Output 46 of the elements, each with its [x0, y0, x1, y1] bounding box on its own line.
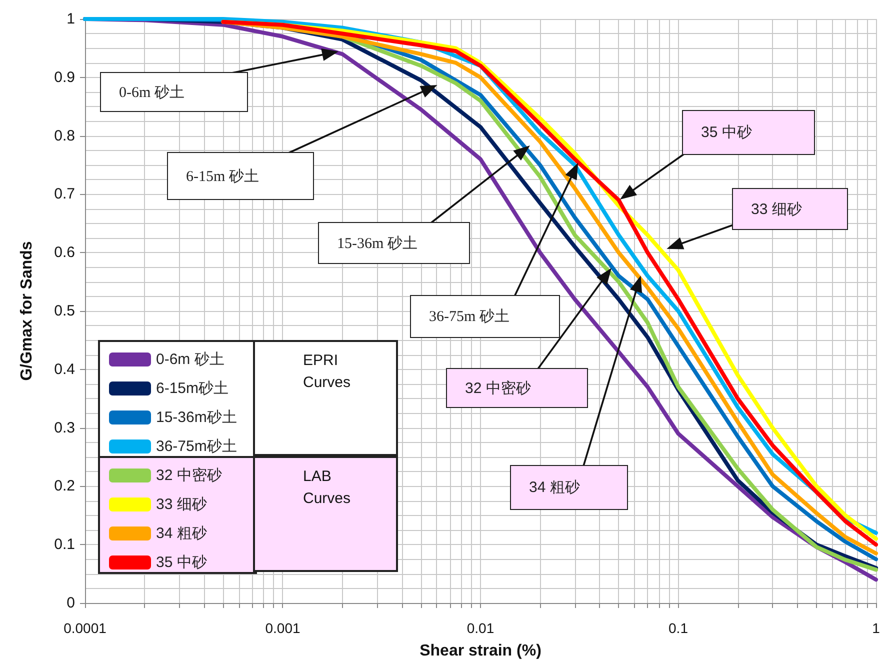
y-tick-label: 0.3 — [54, 419, 75, 436]
caption-panel: LAB Curves — [253, 456, 398, 572]
y-tick-label: 1 — [66, 10, 75, 28]
caption-panel: EPRI Curves — [253, 340, 398, 456]
annotation: LAB Curves — [303, 467, 352, 509]
x-tick-label: 1 — [872, 620, 880, 636]
y-axis-title: G/Gmax for Sands — [18, 241, 36, 381]
legend-label: 34 粗砂 — [156, 525, 207, 542]
y-tick-label: 0.6 — [54, 244, 75, 262]
legend-label: 15-36m砂土 — [156, 409, 237, 426]
y-tick-label: 0 — [66, 594, 75, 612]
annotation: 6-15m 砂土 — [186, 168, 259, 186]
annotation: 36-75m 砂土 — [429, 308, 510, 326]
note-box: 6-15m 砂土 — [167, 152, 314, 200]
note-box: 36-75m 砂土 — [410, 295, 560, 338]
y-tick-label: 0.9 — [54, 68, 75, 86]
note-box: 15-36m 砂土 — [318, 222, 470, 264]
legend-label: 36-75m砂土 — [156, 438, 237, 455]
annotation: 0-6m 砂土 — [119, 84, 184, 102]
y-tick-label: 0.4 — [54, 360, 75, 378]
y-tick-label: 0.2 — [54, 478, 75, 495]
note-box: 34 粗砂 — [510, 465, 628, 510]
y-tick-label: 0.1 — [54, 536, 75, 554]
legend-label: 32 中密砂 — [156, 467, 222, 484]
legend-label: 6-15m砂土 — [156, 380, 229, 397]
x-tick-label: 0.01 — [466, 620, 494, 636]
x-tick-label: 0.001 — [265, 620, 300, 636]
annotation: EPRI Curves — [303, 351, 352, 393]
annotation: 32 中密砂 — [465, 378, 531, 398]
y-tick-label: 0.8 — [54, 127, 75, 144]
annotation: 15-36m 砂土 — [337, 234, 418, 252]
y-tick-label: 0.5 — [54, 302, 75, 320]
x-axis-title: Shear strain (%) — [420, 642, 542, 660]
note-box: 35 中砂 — [682, 110, 815, 155]
note-box: 33 细砂 — [732, 188, 848, 230]
y-tick-label: 0.7 — [54, 186, 75, 203]
legend-label: 35 中砂 — [156, 554, 207, 571]
note-box: 32 中密砂 — [446, 368, 588, 408]
legend-label: 33 细砂 — [156, 496, 207, 513]
annotation: 33 细砂 — [751, 200, 802, 218]
x-tick-label: 0.0001 — [64, 620, 107, 636]
note-box: 0-6m 砂土 — [100, 72, 248, 112]
annotation: 35 中砂 — [701, 123, 752, 142]
x-tick-label: 0.1 — [668, 620, 688, 636]
annotation: 34 粗砂 — [529, 478, 580, 497]
legend-label: 0-6m 砂土 — [156, 351, 224, 368]
